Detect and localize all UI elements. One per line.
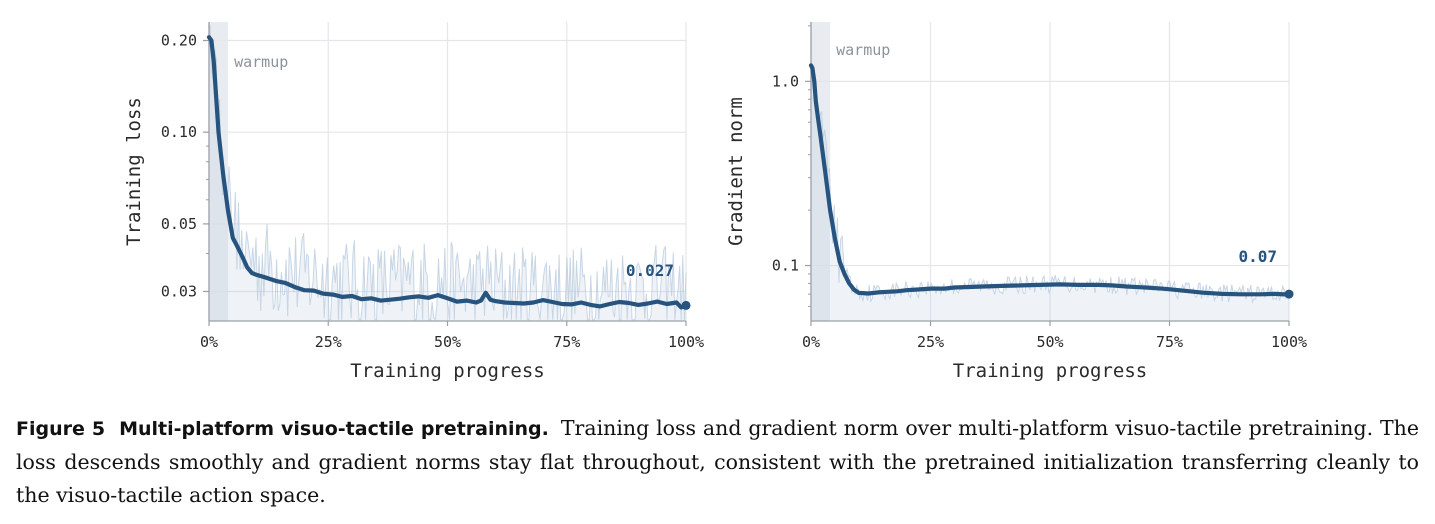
x-tick-label-3: 75% bbox=[553, 333, 580, 351]
training-loss-chart: 0.03 0.05 0.10 0.20 0% 25% 50% 75% 100% Training … bbox=[123, 22, 704, 382]
grad-final-point bbox=[1284, 289, 1294, 299]
loss-raw-area bbox=[210, 24, 686, 321]
x-tick-label-2: 50% bbox=[434, 333, 461, 351]
loss-final-point bbox=[681, 300, 691, 310]
warmup-label: warmup bbox=[836, 41, 890, 59]
loss-raw-trace bbox=[209, 24, 687, 322]
x-tick-label-2: 50% bbox=[1036, 333, 1063, 351]
figure: 0.03 0.05 0.10 0.20 0% 25% 50% 75% 100% Training … bbox=[123, 22, 1307, 382]
x-axis-title: Training progress bbox=[350, 360, 544, 382]
loss-series-line bbox=[206, 35, 689, 310]
x-tick-label-0: 0% bbox=[200, 333, 218, 351]
y-tick-label-0: 0.1 bbox=[772, 257, 799, 275]
y-tick-label-3: 0.20 bbox=[161, 31, 197, 49]
x-tick-label-3: 75% bbox=[1156, 333, 1183, 351]
x-axis-title: Training progress bbox=[953, 360, 1147, 382]
caption-text: Training loss and gradient norm over mul… bbox=[16, 416, 1420, 507]
y-tick-label-2: 0.10 bbox=[161, 123, 197, 141]
y-axis-title: Gradient norm bbox=[725, 97, 747, 246]
grad-series-line bbox=[808, 63, 1292, 297]
figure-title: Multi-platform visuo-tactile pretraining… bbox=[119, 418, 549, 440]
y-tick-label-1: 1.0 bbox=[772, 72, 799, 90]
y-tick-label-1: 0.05 bbox=[161, 215, 197, 233]
warmup-label: warmup bbox=[234, 53, 288, 71]
warmup-band bbox=[209, 22, 229, 321]
loss-final-value-label: 0.027 bbox=[626, 261, 674, 280]
x-tick-label-0: 0% bbox=[802, 333, 820, 351]
figure-label: Figure 5 bbox=[16, 418, 106, 440]
figure-caption: Figure 5 Multi-platform visuo-tactile pre… bbox=[16, 412, 1419, 512]
x-tick-label-1: 25% bbox=[315, 333, 342, 351]
grad-raw-trace bbox=[811, 72, 1290, 304]
grad-final-value-label: 0.07 bbox=[1238, 247, 1277, 266]
y-tick-label-0: 0.03 bbox=[161, 282, 197, 300]
gradient-norm-chart: 0.1 1.0 0% 25% 50% 75% 100% Training progress Gr… bbox=[725, 22, 1307, 382]
y-axis-title: Training loss bbox=[123, 97, 145, 246]
x-tick-label-1: 25% bbox=[917, 333, 944, 351]
x-tick-label-4: 100% bbox=[1271, 333, 1307, 351]
x-tick-label-4: 100% bbox=[668, 333, 704, 351]
